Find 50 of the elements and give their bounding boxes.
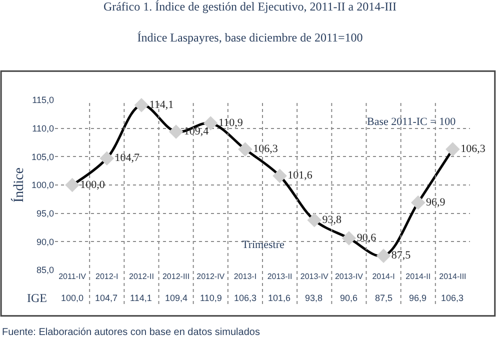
data-label: 101,6 [268, 293, 291, 303]
text: 106,3 [253, 143, 278, 156]
x-tick-label: 2014-I [372, 272, 395, 281]
x-tick-label: 2014-III [439, 272, 466, 281]
x-tick-label: 2012-II [129, 272, 154, 281]
x-tick-label: 2014-II [406, 272, 431, 281]
data-label: 106,3 [234, 293, 257, 303]
data-label: 110,9 [200, 293, 222, 303]
y-tick-label: 95,0 [36, 208, 54, 218]
y-tick-label: 90,0 [36, 236, 54, 247]
text: 90,6 [356, 232, 376, 244]
y-tick-label: 100,0 [31, 180, 54, 190]
text: 106,3 [460, 143, 486, 156]
text: 93,8 [322, 214, 342, 226]
text: 110,9 [218, 116, 243, 129]
data-label: 93,8 [305, 293, 323, 303]
y-tick-label: 85,0 [36, 265, 54, 276]
x-tick-label: 2012-I [96, 272, 118, 281]
x-tick-label: 2012-III [162, 272, 190, 281]
text: 109,4 [184, 125, 209, 138]
x-tick-label: 2013-II [267, 272, 292, 281]
x-tick-label: 2013-I [234, 272, 257, 281]
data-label: 109,4 [165, 293, 188, 303]
text: 96,9 [426, 196, 446, 208]
data-label: 87,5 [375, 293, 393, 303]
text: 87,5 [391, 250, 411, 262]
text: IGE [27, 291, 47, 305]
x-tick-label: 2013-IV [334, 272, 364, 281]
x-tick-label: 2013-IV [300, 272, 330, 281]
text: 114,1 [149, 98, 174, 111]
text: 104,7 [114, 152, 140, 164]
y-tick-label: 110,0 [32, 123, 54, 134]
chart-title: Gráfico 1. Índice de gestión del Ejecutivo, 2011-II a 2014-III [103, 0, 397, 14]
chart-subtitle: Índice Laspayres, base diciembre de 2011=100 [137, 30, 363, 45]
annotation: Base 2011-IC = 100 [367, 116, 456, 128]
y-tick-label: 105,0 [31, 152, 54, 162]
data-label: 90,6 [340, 293, 358, 303]
data-label: 114,1 [130, 293, 152, 303]
data-label: 100,0 [61, 293, 84, 303]
data-label: 104,7 [95, 293, 118, 303]
text: 101,6 [288, 170, 312, 182]
y-axis-title: Índice [10, 168, 28, 202]
data-label: 106,3 [441, 293, 464, 303]
y-tick-label: 115,0 [32, 95, 54, 106]
x-tick-label: 2011-IV [58, 272, 87, 281]
x-tick-label: 2012-IV [196, 272, 226, 281]
source-note: Fuente: Elaboración autores con base en datos simulados [2, 327, 260, 338]
data-label: 96,9 [409, 293, 427, 303]
x-axis-title: Trimestre [242, 239, 284, 251]
text: 100,0 [80, 178, 105, 191]
